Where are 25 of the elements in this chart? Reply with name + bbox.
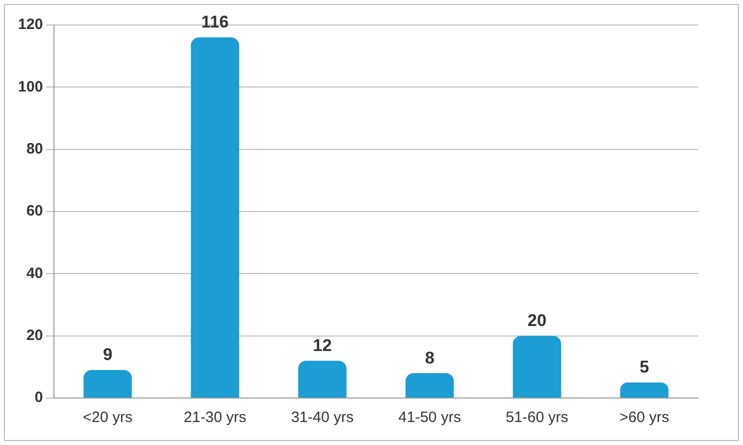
x-tick-label: 31-40 yrs xyxy=(291,409,354,426)
data-label: 9 xyxy=(102,345,112,364)
data-label: 8 xyxy=(424,348,434,368)
data-label: 5 xyxy=(640,358,650,377)
y-tick-label: 0 xyxy=(34,389,44,406)
bar xyxy=(620,382,668,398)
y-tick-label: 40 xyxy=(26,264,44,282)
data-label: 12 xyxy=(312,336,332,355)
y-tick-label: 80 xyxy=(26,140,44,158)
x-tick-label: >60 yrs xyxy=(620,409,670,426)
x-tick-label: 41-50 yrs xyxy=(398,409,461,426)
x-tick-label: 21-30 yrs xyxy=(184,409,246,426)
y-tick-label: 60 xyxy=(26,202,44,220)
x-tick-label: <20 yrs xyxy=(82,409,132,426)
y-tick-label: 100 xyxy=(18,78,44,96)
data-label: 20 xyxy=(528,311,546,330)
bar xyxy=(512,336,562,398)
bar xyxy=(190,37,240,398)
y-tick-label: 120 xyxy=(18,16,44,34)
bar xyxy=(84,370,132,398)
bar xyxy=(406,373,454,398)
bar xyxy=(298,360,346,398)
x-tick-label: 51-60 yrs xyxy=(506,409,568,426)
y-tick-label: 20 xyxy=(26,326,44,344)
data-label: 116 xyxy=(201,12,229,32)
